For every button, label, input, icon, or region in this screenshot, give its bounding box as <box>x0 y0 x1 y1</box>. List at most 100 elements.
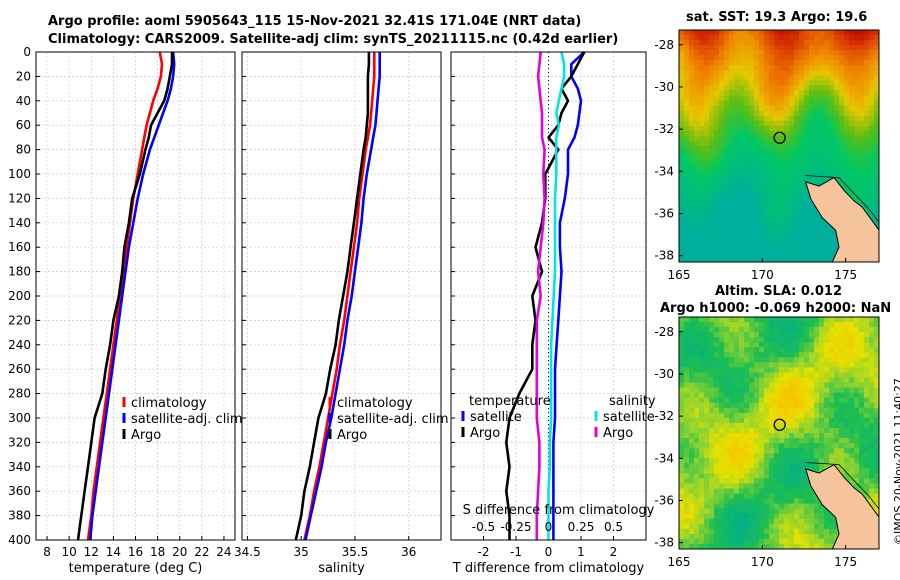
map-cell <box>699 508 705 515</box>
map-cell <box>684 156 690 162</box>
map-cell <box>759 337 765 343</box>
map-cell <box>709 493 715 500</box>
map-cell <box>739 191 745 198</box>
map-cell <box>699 337 705 343</box>
map-cell <box>764 392 770 399</box>
map-cell <box>804 95 810 102</box>
map-cell <box>684 508 690 515</box>
map-cell <box>839 45 845 51</box>
map-cell <box>829 523 835 530</box>
map-cell <box>819 543 825 549</box>
map-cell <box>739 120 745 127</box>
map-cell <box>839 407 845 414</box>
map-cell <box>814 362 820 369</box>
map-cell <box>809 156 815 162</box>
map-cell <box>704 90 710 97</box>
map-cell <box>864 191 870 198</box>
map-cell <box>794 80 800 87</box>
map-cell <box>764 422 770 429</box>
map-cell <box>789 211 795 218</box>
map-cell <box>859 362 865 369</box>
map-cell <box>719 256 725 262</box>
map-cell <box>834 427 840 434</box>
map-cell <box>779 543 785 549</box>
map-cell <box>774 498 780 505</box>
map-cell <box>854 372 860 379</box>
differences-xlabel: T difference from climatology <box>452 561 645 576</box>
map-cell <box>824 332 830 338</box>
map-cell <box>694 433 700 439</box>
x-tick-label: 1 <box>577 545 585 559</box>
map-cell <box>764 448 770 454</box>
map-cell <box>714 50 720 56</box>
map-cell <box>864 342 870 348</box>
map-cell <box>779 327 785 333</box>
map-cell <box>679 337 685 343</box>
map-cell <box>864 367 870 374</box>
legend-label-2: Argo <box>337 428 367 443</box>
map-cell <box>694 362 700 369</box>
map-cell <box>814 35 820 41</box>
map-cell <box>719 95 725 102</box>
map-cell <box>679 322 685 328</box>
map-cell <box>754 433 760 439</box>
differences-frame <box>450 51 647 541</box>
map-cell <box>749 448 755 454</box>
map-cell <box>849 458 855 464</box>
map-cell <box>794 256 800 262</box>
map-cell <box>799 438 805 444</box>
map-cell <box>809 433 815 439</box>
map-cell <box>819 166 825 172</box>
map-cell <box>854 392 860 399</box>
map-cell <box>714 40 720 46</box>
map-cell <box>684 438 690 444</box>
map-cell <box>819 337 825 343</box>
map-cell <box>789 422 795 429</box>
map-cell <box>704 211 710 218</box>
map-cell <box>794 397 800 404</box>
map-cell <box>799 513 805 520</box>
map-cell <box>774 332 780 338</box>
map-cell <box>689 60 695 66</box>
map-cell <box>809 246 815 253</box>
map-cell <box>749 493 755 500</box>
map-cell <box>779 90 785 97</box>
map-cell <box>784 347 790 353</box>
map-cell <box>789 407 795 414</box>
map-cell <box>864 166 870 172</box>
map-cell <box>874 85 879 92</box>
map-cell <box>679 458 685 464</box>
map-cell <box>809 513 815 520</box>
map-cell <box>824 407 830 414</box>
map-cell <box>699 357 705 363</box>
map-cell <box>699 322 705 328</box>
map-cell <box>689 70 695 76</box>
map-cell <box>814 125 820 132</box>
map-cell <box>799 35 805 41</box>
map-cell <box>724 50 730 56</box>
map-cell <box>694 256 700 262</box>
map-cell <box>734 110 740 117</box>
map-cell <box>844 458 850 464</box>
map-cell <box>749 85 755 92</box>
map-cell <box>709 181 715 187</box>
map-cell <box>869 110 875 117</box>
y-tick-label: 320 <box>8 435 31 449</box>
map-cell <box>744 181 750 187</box>
map-cell <box>734 417 740 424</box>
map-cell <box>709 85 715 92</box>
map-cell <box>679 362 685 369</box>
map-cell <box>769 231 775 238</box>
map-cell <box>769 95 775 102</box>
map-cell <box>709 433 715 439</box>
map-cell <box>709 251 715 258</box>
map-cell <box>774 156 780 162</box>
map-cell <box>814 453 820 459</box>
map-cell <box>804 201 810 208</box>
map-cell <box>819 151 825 157</box>
map-cell <box>779 110 785 117</box>
map-cell <box>694 40 700 46</box>
map-cell <box>834 448 840 454</box>
map-cell <box>704 493 710 500</box>
map-cell <box>784 151 790 157</box>
